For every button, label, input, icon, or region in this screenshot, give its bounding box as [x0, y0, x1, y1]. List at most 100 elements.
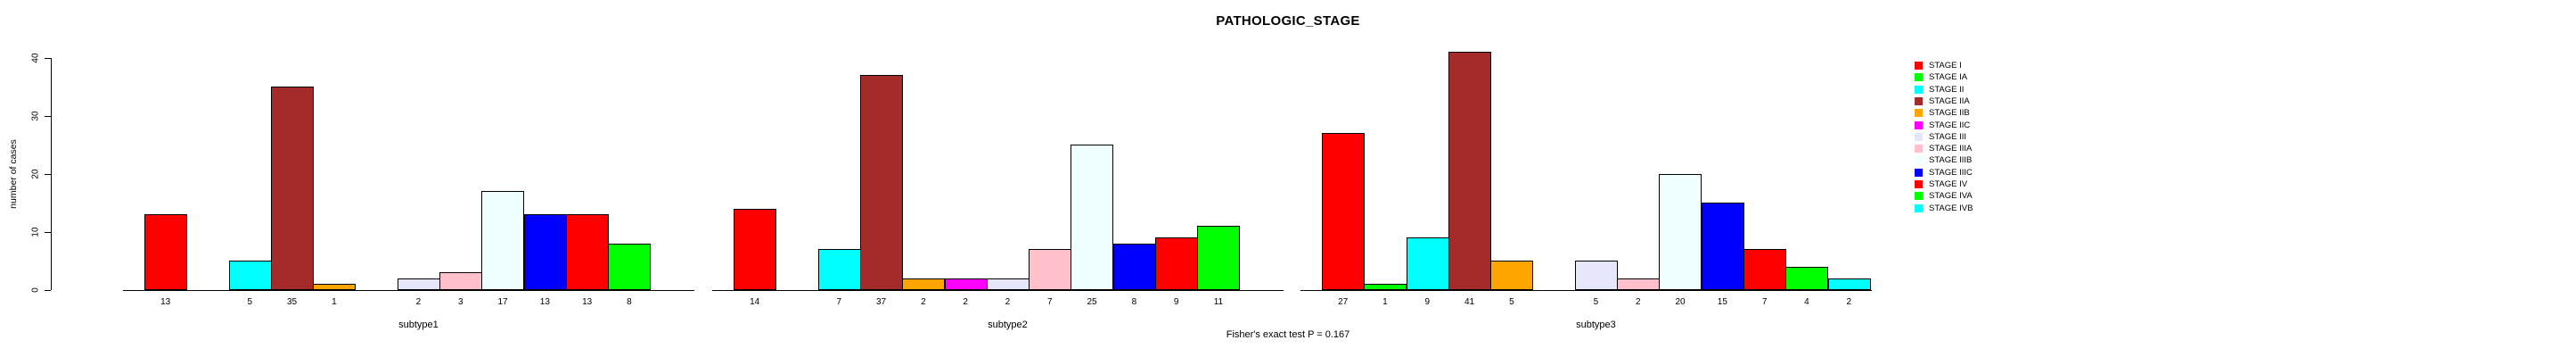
bar-count-label: 41	[1464, 297, 1475, 307]
bar	[481, 191, 524, 290]
legend-item: STAGE II	[1915, 84, 1964, 95]
bar-count-label: 5	[247, 297, 253, 307]
legend-item: STAGE IIB	[1915, 107, 1970, 119]
group-baseline	[712, 290, 1284, 291]
bar-count-label: 25	[1087, 297, 1097, 307]
bar-count-label: 4	[1804, 297, 1809, 307]
bar	[1617, 278, 1660, 290]
group-label: subtype3	[1576, 320, 1616, 330]
bar	[313, 284, 356, 290]
legend-label: STAGE I	[1929, 61, 1962, 71]
bar	[860, 75, 903, 290]
bar-count-label: 7	[836, 297, 842, 307]
bar-count-label: 9	[1173, 297, 1179, 307]
legend-swatch	[1915, 168, 1923, 177]
group-baseline	[1300, 290, 1872, 291]
y-axis-tick	[45, 116, 51, 117]
bar	[1197, 226, 1240, 290]
bar	[271, 87, 314, 290]
legend-label: STAGE IVA	[1929, 191, 1973, 202]
legend-swatch	[1915, 192, 1923, 201]
y-axis-line	[51, 58, 52, 290]
y-axis-tick-label: 10	[30, 227, 41, 237]
bar-count-label: 5	[1509, 297, 1514, 307]
legend-item: STAGE IIIC	[1915, 167, 1973, 178]
legend-label: STAGE IIC	[1929, 120, 1971, 130]
y-axis-tick-label: 20	[30, 169, 41, 179]
bar-count-label: 9	[1424, 297, 1431, 307]
legend-label: STAGE IIIB	[1929, 155, 1973, 166]
bar	[1702, 203, 1744, 290]
legend-item: STAGE IIA	[1915, 95, 1970, 107]
bar	[734, 209, 776, 290]
legend-label: STAGE III	[1929, 131, 1967, 142]
y-axis-tick	[45, 232, 51, 233]
bar-count-label: 2	[963, 297, 968, 307]
legend-label: STAGE IA	[1929, 72, 1968, 83]
legend-item: STAGE IVB	[1915, 203, 1973, 214]
bar	[229, 261, 272, 290]
legend-swatch	[1915, 120, 1923, 129]
legend-swatch	[1915, 62, 1923, 70]
legend-swatch	[1915, 96, 1923, 105]
bar	[987, 278, 1030, 290]
y-axis-tick-label: 40	[30, 53, 41, 63]
bar-count-label: 13	[539, 297, 550, 307]
y-axis-title: number of cases	[8, 139, 19, 209]
bar-count-label: 8	[627, 297, 632, 307]
legend-swatch	[1915, 156, 1923, 165]
group-baseline	[123, 290, 694, 291]
bar-count-label: 1	[332, 297, 337, 307]
legend-swatch	[1915, 180, 1923, 188]
bar	[1448, 52, 1491, 290]
bar-count-label: 2	[415, 297, 422, 307]
bar-count-label: 13	[160, 297, 171, 307]
legend-item: STAGE IIIA	[1915, 143, 1972, 154]
group-label: subtype2	[988, 320, 1028, 330]
bar-count-label: 37	[875, 297, 887, 307]
bar	[1364, 284, 1407, 290]
bar-count-label: 11	[1213, 297, 1224, 307]
chart-title: PATHOLOGIC_STAGE	[1216, 13, 1360, 29]
legend-label: STAGE IIIC	[1929, 167, 1973, 178]
bar-count-label: 3	[457, 297, 464, 307]
bar-count-label: 17	[497, 297, 508, 307]
bar	[945, 278, 988, 290]
bar-count-label: 2	[1635, 297, 1641, 307]
bar-count-label: 7	[1046, 297, 1053, 307]
legend-swatch	[1915, 73, 1923, 82]
bar	[144, 214, 187, 290]
bar-count-label: 8	[1131, 297, 1137, 307]
bar	[818, 249, 861, 290]
legend-item: STAGE IA	[1915, 71, 1967, 83]
bar	[1322, 133, 1365, 290]
bar	[1407, 237, 1449, 290]
legend-swatch	[1915, 132, 1923, 141]
bar-count-label: 35	[286, 297, 298, 307]
legend-swatch	[1915, 203, 1923, 212]
bar	[1785, 267, 1828, 290]
bar-count-label: 27	[1338, 297, 1349, 307]
legend-swatch	[1915, 145, 1923, 154]
y-axis-tick-label: 0	[30, 287, 41, 293]
legend-label: STAGE II	[1929, 84, 1965, 95]
bar	[1575, 261, 1618, 290]
legend-item: STAGE IIC	[1915, 120, 1970, 131]
bar-count-label: 5	[1593, 297, 1599, 307]
legend-item: STAGE IIIB	[1915, 154, 1972, 166]
bar-count-label: 13	[582, 297, 593, 307]
y-axis-tick	[45, 174, 51, 175]
bar	[398, 278, 440, 290]
bar	[439, 272, 482, 290]
legend-item: STAGE IV	[1915, 178, 1967, 190]
bar	[566, 214, 609, 290]
bar	[902, 278, 945, 290]
legend-label: STAGE IVB	[1929, 203, 1973, 213]
bar-count-label: 15	[1717, 297, 1727, 307]
bar-count-label: 2	[1846, 297, 1852, 307]
legend-item: STAGE III	[1915, 131, 1966, 143]
bar	[1155, 237, 1198, 290]
group-label: subtype1	[398, 320, 439, 330]
bar-count-label: 14	[750, 297, 760, 307]
